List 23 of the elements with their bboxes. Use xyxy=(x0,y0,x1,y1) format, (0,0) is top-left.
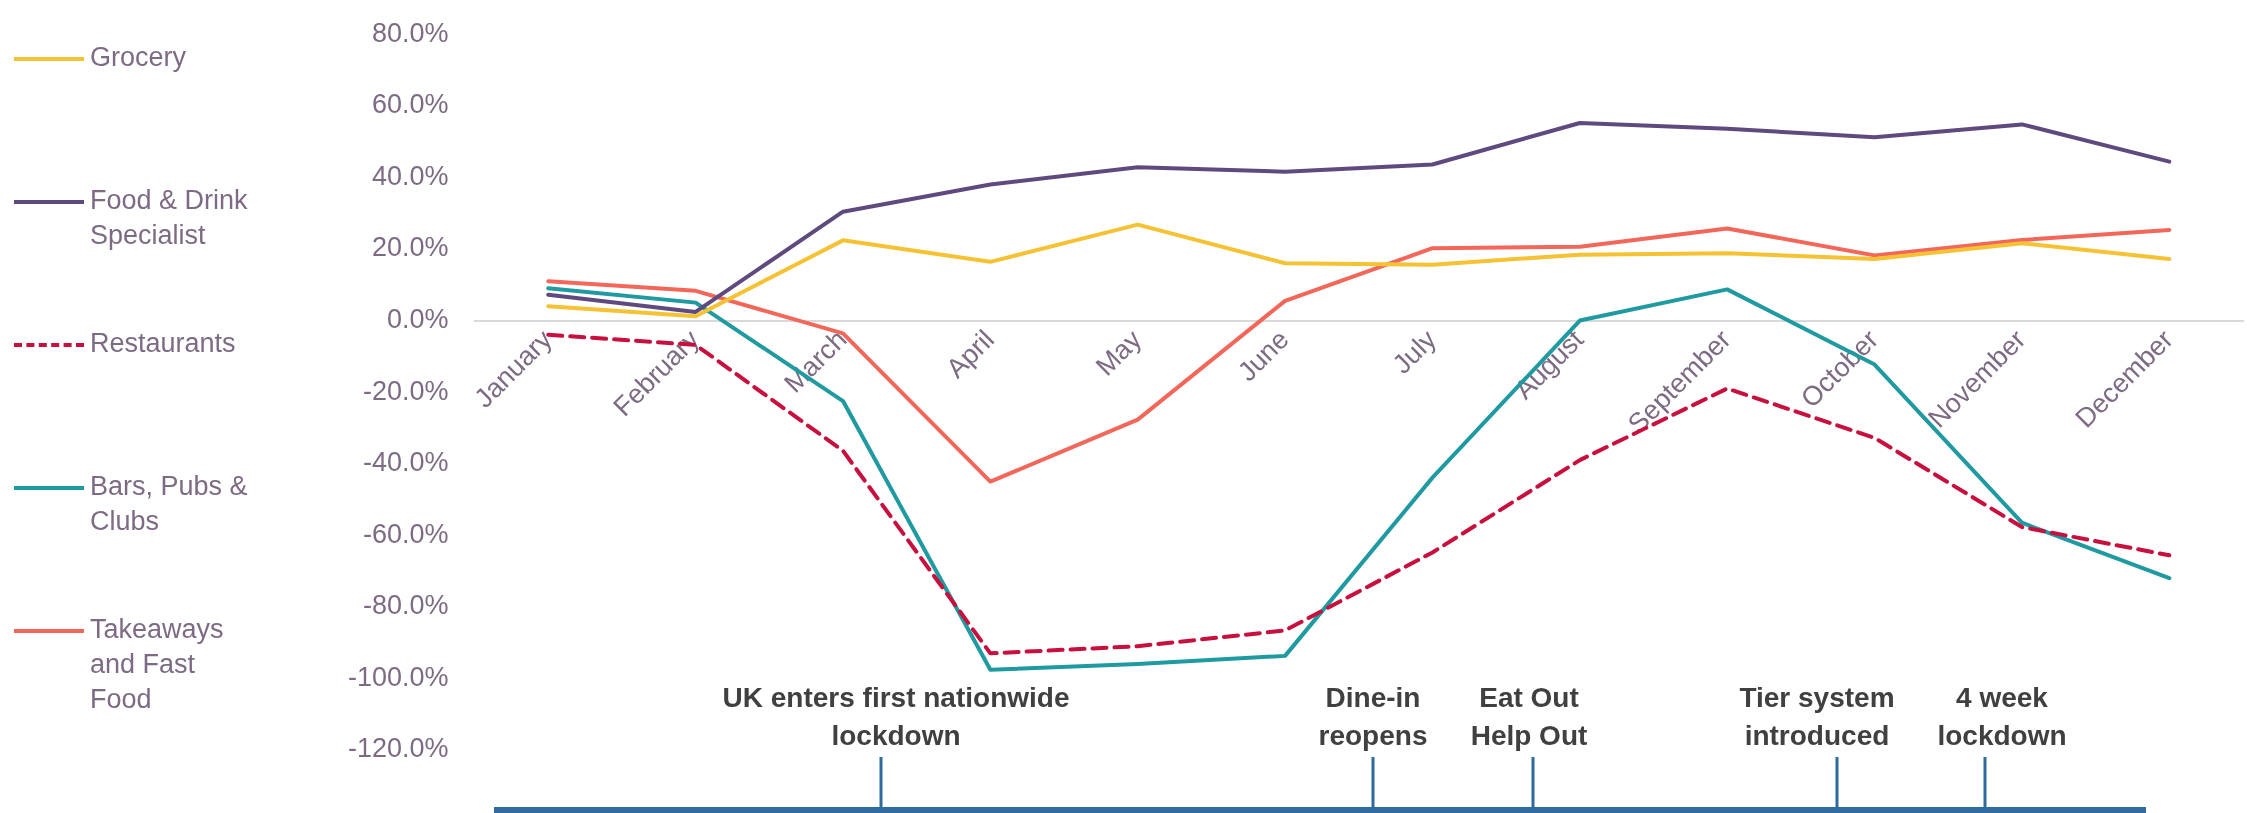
y-tick-label: 40.0% xyxy=(372,160,449,191)
x-tick-label: July xyxy=(1386,323,1443,380)
y-tick-label: 80.0% xyxy=(372,17,449,48)
y-tick-label: -20.0% xyxy=(363,375,449,406)
annotation: Tier system introduced xyxy=(1738,681,1896,753)
y-tick-label: -120.0% xyxy=(347,733,449,764)
annotation: UK enters first nationwide lockdown xyxy=(721,681,1071,753)
legend-label: Takeaways and Fast Food xyxy=(90,613,225,716)
y-tick-label: -40.0% xyxy=(363,447,449,478)
annotation: Dine-in reopens xyxy=(1317,681,1429,753)
legend-label: Bars, Pubs & Clubs xyxy=(90,470,249,538)
y-tick-label: 60.0% xyxy=(372,89,449,120)
y-tick-label: -80.0% xyxy=(363,590,449,621)
y-tick-label: 0.0% xyxy=(387,303,449,334)
legend-label: Restaurants xyxy=(90,327,237,360)
annotation: Eat Out Help Out xyxy=(1469,681,1589,753)
y-tick-label: 20.0% xyxy=(372,232,449,263)
x-tick-label: May xyxy=(1089,323,1148,382)
y-tick-label: -60.0% xyxy=(363,518,449,549)
y-tick-label: -100.0% xyxy=(347,661,449,692)
legend-label: Grocery xyxy=(90,41,188,74)
legend-label: Food & Drink Specialist xyxy=(90,184,249,252)
annotation: 4 week lockdown xyxy=(1936,681,2068,753)
